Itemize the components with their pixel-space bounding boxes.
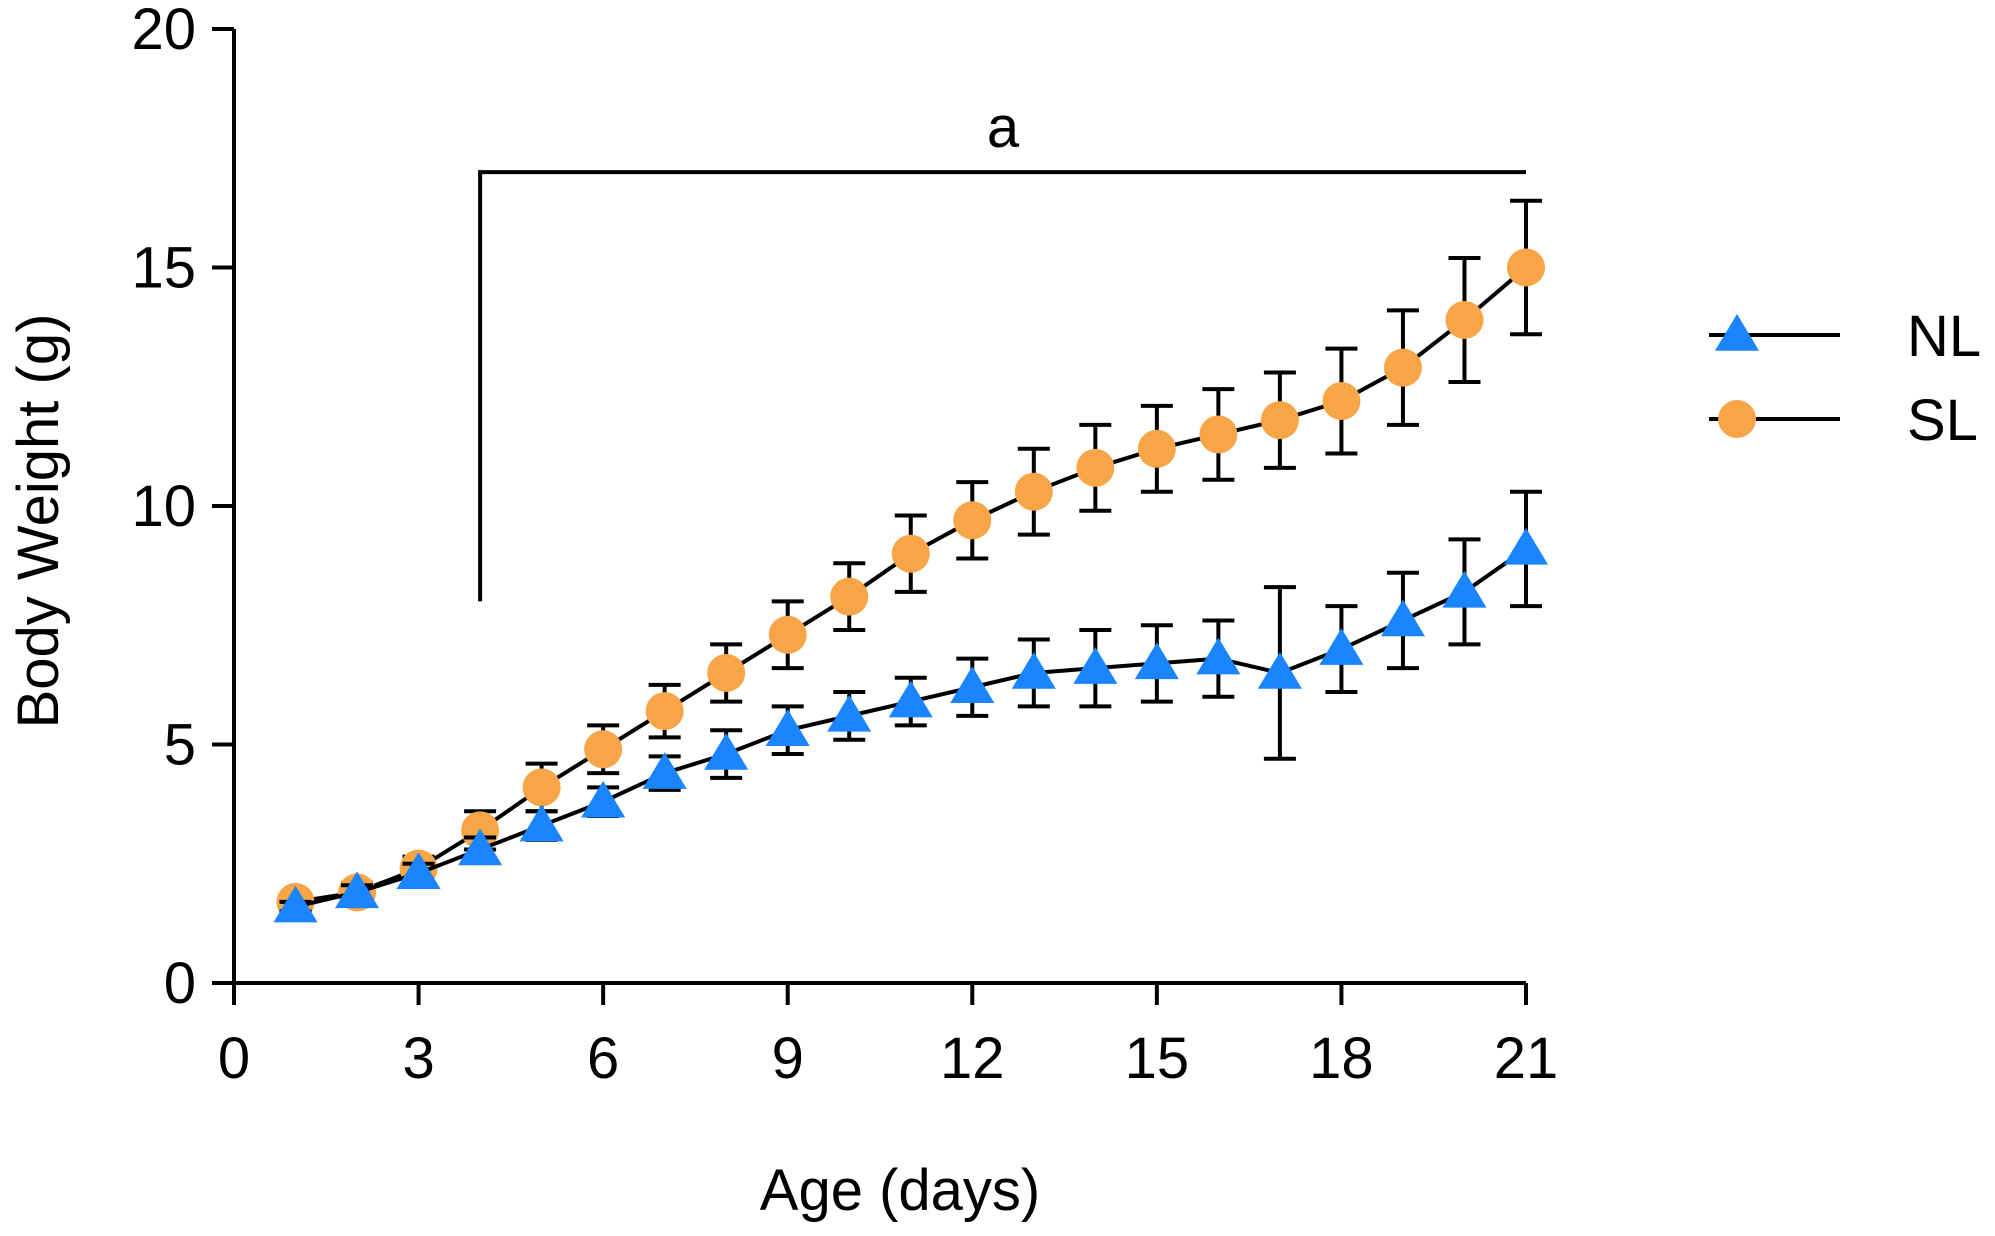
y-tick-label: 20	[131, 0, 196, 62]
data-point	[765, 709, 810, 746]
series-sl	[276, 198, 1545, 921]
data-point	[1383, 348, 1422, 387]
data-point	[522, 768, 561, 807]
x-axis-title: Age (days)	[760, 1158, 1040, 1223]
data-point	[396, 852, 441, 890]
x-tick-label: 0	[218, 1026, 250, 1091]
data-point	[1507, 248, 1545, 287]
legend-label: NL	[1907, 304, 1981, 369]
y-tick-label: 5	[164, 713, 196, 778]
data-point	[1503, 527, 1549, 565]
data-point	[950, 666, 995, 704]
x-tick-label: 21	[1494, 1026, 1559, 1091]
data-point	[1319, 628, 1364, 665]
x-tick-label: 9	[772, 1026, 804, 1091]
legend-item-sl: SL	[1709, 388, 1978, 453]
data-point	[1134, 642, 1179, 680]
data-point	[1196, 637, 1241, 675]
data-point	[642, 752, 687, 789]
data-point	[888, 680, 933, 718]
data-point	[953, 501, 992, 540]
data-point	[1073, 647, 1118, 684]
legend-label: SL	[1907, 388, 1978, 453]
y-tick-label: 0	[164, 951, 196, 1016]
data-point	[827, 694, 872, 732]
data-point	[273, 885, 318, 923]
data-point	[1137, 429, 1176, 468]
data-point	[1260, 401, 1299, 440]
data-point	[830, 577, 869, 616]
data-point	[1199, 415, 1238, 454]
y-tick-label: 15	[131, 236, 196, 301]
data-point	[891, 534, 930, 573]
data-point	[704, 733, 749, 770]
data-point	[768, 615, 807, 654]
data-point	[334, 871, 380, 909]
data-point	[584, 730, 623, 769]
data-point	[581, 780, 626, 818]
data-point	[645, 692, 684, 731]
significance-label: a	[987, 95, 1020, 160]
legend-marker	[1714, 314, 1760, 351]
data-point	[1076, 448, 1115, 487]
data-point	[1445, 300, 1484, 339]
data-point	[1380, 599, 1426, 637]
data-point	[519, 804, 564, 842]
data-point	[1257, 651, 1302, 689]
data-point	[1014, 472, 1053, 511]
x-tick-label: 15	[1125, 1026, 1190, 1091]
data-point	[707, 653, 746, 692]
data-point	[1322, 382, 1361, 421]
data-point	[1442, 570, 1487, 608]
series-nl	[273, 489, 1549, 923]
x-tick-label: 12	[940, 1026, 1005, 1091]
x-tick-label: 6	[587, 1026, 619, 1091]
x-tick-label: 18	[1309, 1026, 1374, 1091]
legend-marker	[1718, 400, 1756, 438]
y-axis-title: Body Weight (g)	[6, 314, 71, 729]
legend-item-nl: NL	[1709, 304, 1981, 369]
significance-bracket	[478, 170, 1526, 602]
y-tick-label: 10	[131, 474, 196, 539]
x-tick-label: 3	[402, 1026, 434, 1091]
data-point	[1011, 651, 1056, 689]
data-point	[458, 828, 503, 866]
